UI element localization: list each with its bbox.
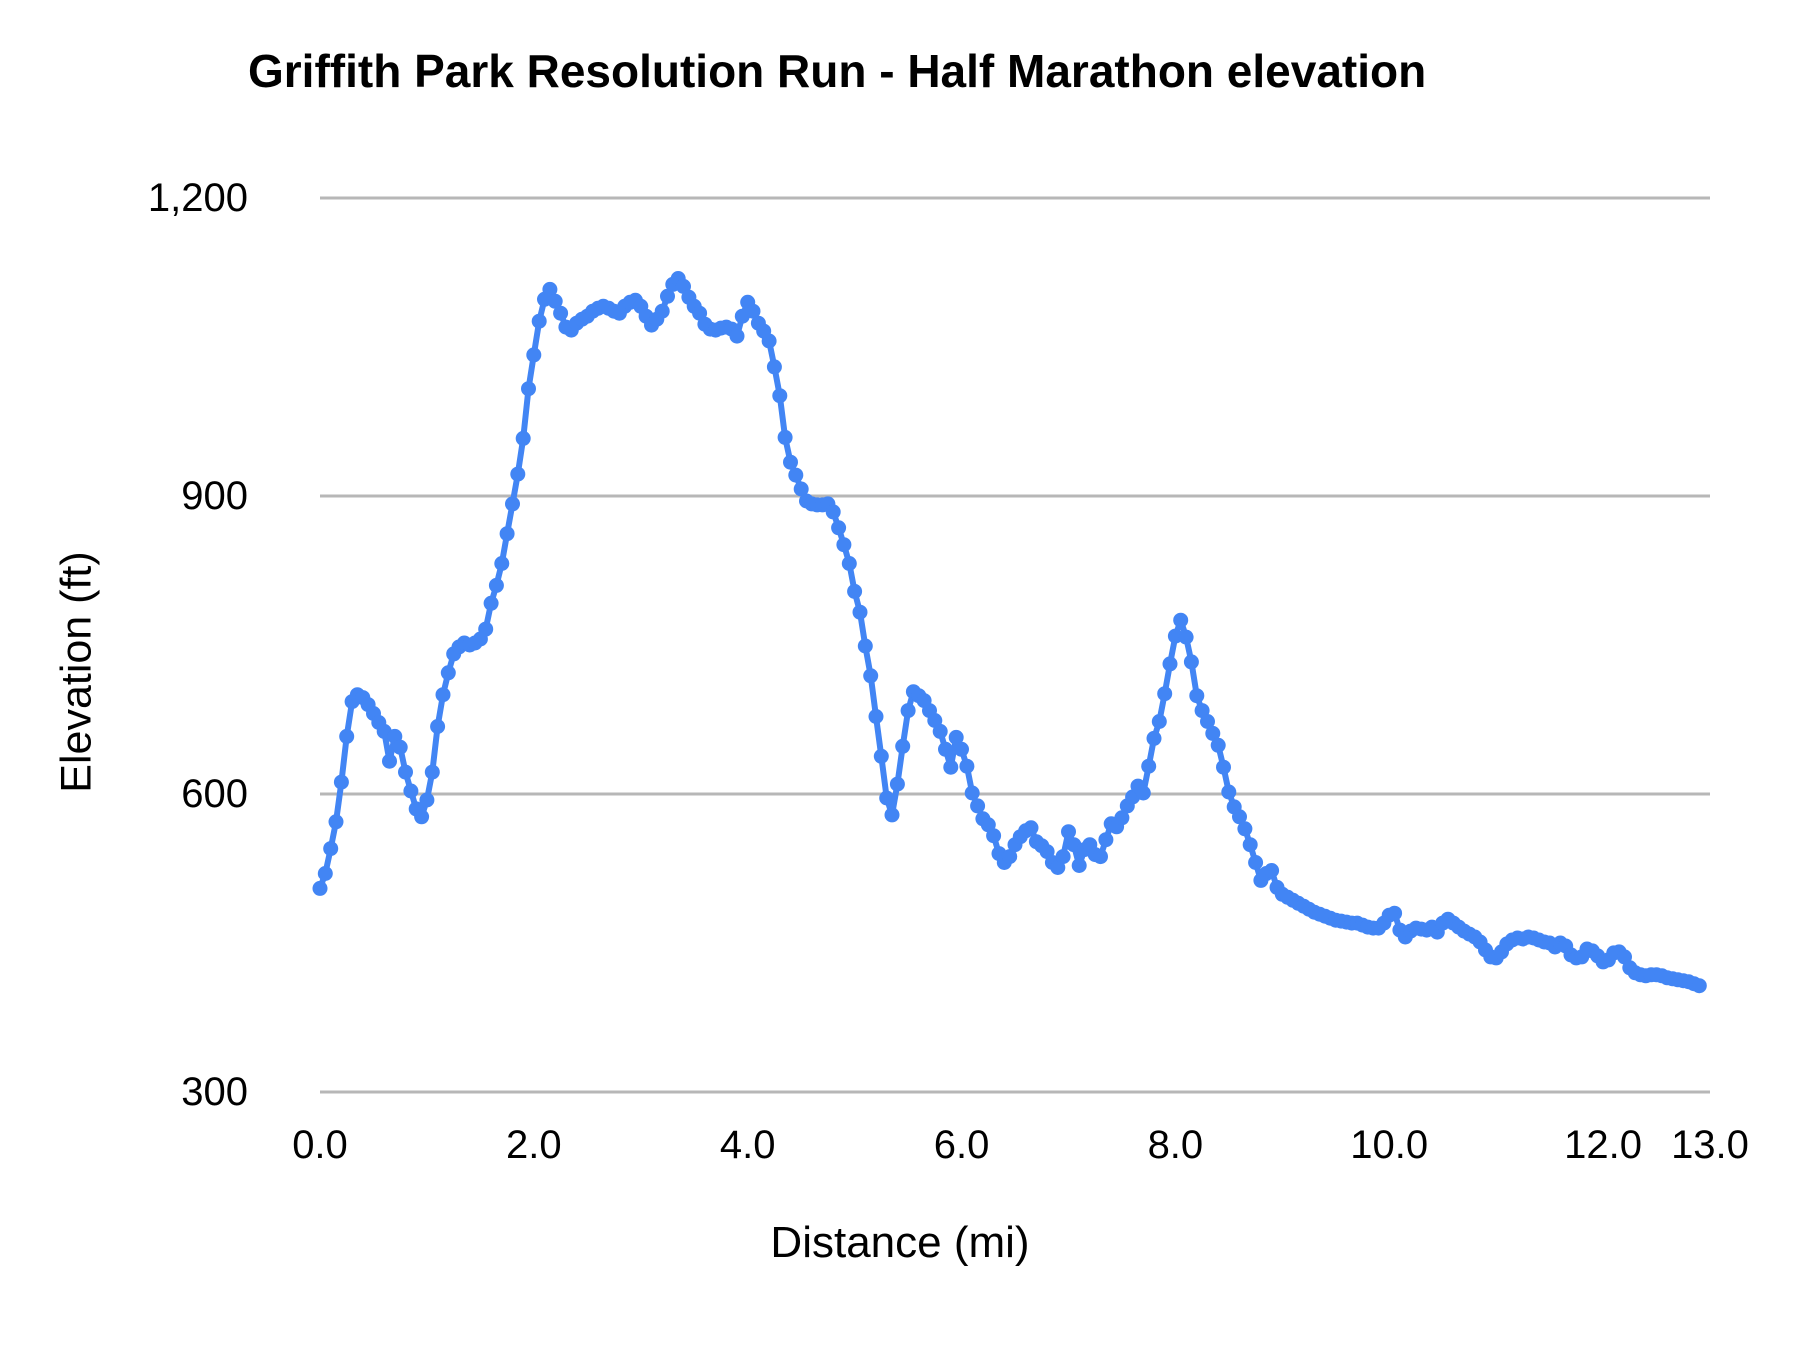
- y-tick-label: 1,200: [147, 176, 248, 220]
- gridlines: [320, 196, 1710, 1094]
- x-tick-label: 8.0: [1147, 1123, 1204, 1167]
- x-tick-label: 10.0: [1350, 1123, 1429, 1167]
- chart-title: Griffith Park Resolution Run - Half Mara…: [248, 45, 1427, 97]
- x-tick-label: 2.0: [506, 1123, 562, 1167]
- x-tick-label: 4.0: [719, 1123, 776, 1167]
- x-tick-label: 13.0: [1671, 1123, 1749, 1167]
- y-tick-label: 300: [181, 1070, 248, 1114]
- y-tick-label: 600: [181, 772, 248, 816]
- x-tick-label: 0.0: [292, 1123, 348, 1167]
- x-tick-label: 12.0: [1564, 1123, 1642, 1167]
- elevation-series: [312, 271, 1707, 994]
- x-axis-title: Distance (mi): [770, 1218, 1030, 1267]
- y-tick-label: 900: [181, 474, 248, 518]
- x-tick-label: 6.0: [933, 1123, 990, 1167]
- y-axis-title: Elevation (ft): [52, 551, 101, 793]
